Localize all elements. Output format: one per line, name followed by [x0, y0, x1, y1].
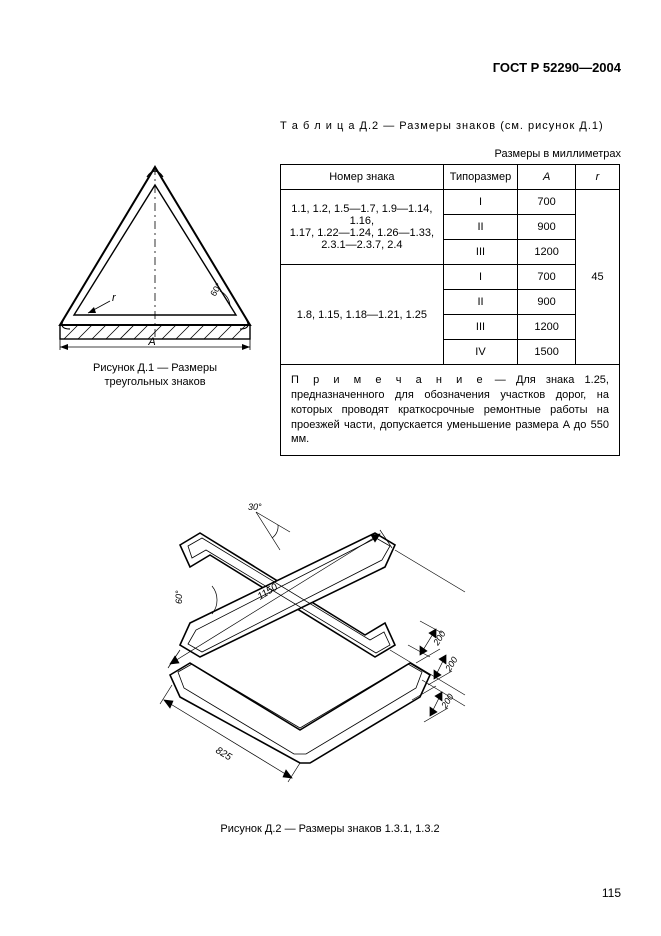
figure-1-svg: r 60° A	[50, 155, 260, 350]
figure2-caption: Рисунок Д.2 — Размеры знаков 1.3.1, 1.3.…	[120, 823, 540, 835]
figure1-label-A: A	[147, 336, 155, 348]
sign-size-table: Номер знака Типоразмер A r 1.1, 1.2, 1.5…	[280, 164, 620, 365]
cell-tip: I	[443, 190, 518, 215]
dim-825: 825	[213, 745, 233, 763]
figure1-label-r: r	[112, 292, 117, 304]
table-header-row: Номер знака Типоразмер A r	[281, 165, 620, 190]
col-r: r	[575, 165, 619, 190]
cell-tip: IV	[443, 340, 518, 365]
figure-2: 1150 825 200	[120, 490, 540, 835]
table-note: П р и м е ч а н и е — Для знака 1.25, пр…	[280, 365, 620, 456]
cell-group1: 1.1, 1.2, 1.5—1.7, 1.9—1.14, 1.16, 1.17,…	[281, 190, 444, 265]
col-A: A	[518, 165, 576, 190]
angle-60: 60°	[174, 590, 184, 604]
figure-1: r 60° A Рисунок Д.1 — Размеры треугольны…	[50, 155, 260, 390]
note-lead: П р и м е ч а н и е	[291, 374, 485, 386]
cell-tip: II	[443, 215, 518, 240]
cell-A: 900	[518, 215, 576, 240]
cell-tip: I	[443, 265, 518, 290]
table-wrap: Номер знака Типоразмер A r 1.1, 1.2, 1.5…	[280, 164, 620, 456]
table-row: 1.8, 1.15, 1.18—1.21, 1.25 I 700	[281, 265, 620, 290]
table-units: Размеры в миллиметрах	[495, 148, 621, 160]
cell-A: 900	[518, 290, 576, 315]
col-typesize: Типоразмер	[443, 165, 518, 190]
figure1-caption-line2: треугольных знаков	[104, 376, 205, 388]
cell-A: 700	[518, 190, 576, 215]
cell-tip: III	[443, 315, 518, 340]
angle-30: 30°	[248, 502, 262, 512]
cell-A: 1200	[518, 240, 576, 265]
cell-tip: III	[443, 240, 518, 265]
figure1-caption-line1: Рисунок Д.1 — Размеры	[93, 362, 217, 374]
figure1-label-angle: 60°	[208, 281, 224, 298]
cell-r: 45	[575, 190, 619, 365]
cell-A: 1200	[518, 315, 576, 340]
figure1-caption: Рисунок Д.1 — Размеры треугольных знаков	[50, 361, 260, 390]
cell-A: 700	[518, 265, 576, 290]
cell-A: 1500	[518, 340, 576, 365]
doc-header: ГОСТ Р 52290—2004	[493, 60, 621, 75]
figure-2-svg: 1150 825 200	[120, 490, 540, 810]
table-row: 1.1, 1.2, 1.5—1.7, 1.9—1.14, 1.16, 1.17,…	[281, 190, 620, 215]
col-sign-number: Номер знака	[281, 165, 444, 190]
page: ГОСТ Р 52290—2004 Т а б л и ц а Д.2 — Ра…	[0, 0, 661, 936]
table-caption: Т а б л и ц а Д.2 — Размеры знаков (см. …	[280, 120, 604, 132]
page-number: 115	[602, 886, 621, 900]
cell-tip: II	[443, 290, 518, 315]
cell-group2: 1.8, 1.15, 1.18—1.21, 1.25	[281, 265, 444, 365]
